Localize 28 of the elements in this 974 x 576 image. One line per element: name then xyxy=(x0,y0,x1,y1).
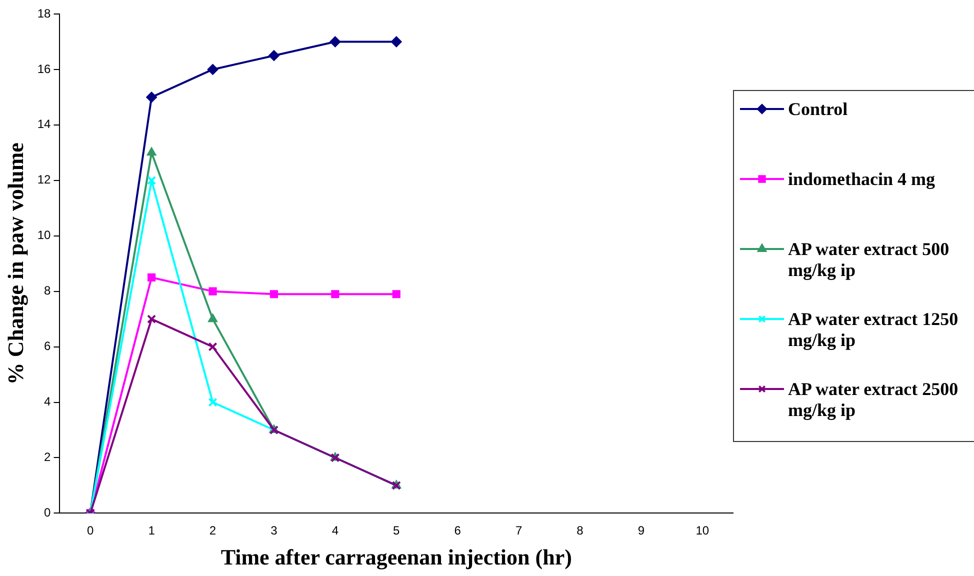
x-tick-label: 6 xyxy=(454,524,462,538)
y-tick-label: 18 xyxy=(37,6,52,20)
x-tick-label: 1 xyxy=(148,524,156,538)
y-tick-label: 12 xyxy=(37,172,52,187)
y-tick-label: 16 xyxy=(37,62,52,76)
x-axis-title: Time after carrageenan injection (hr) xyxy=(220,544,572,570)
y-tick-label: 2 xyxy=(44,450,52,464)
y-tick-label: 4 xyxy=(44,394,52,409)
y-tick-label: 10 xyxy=(37,228,52,242)
y-tick-label: 14 xyxy=(37,117,52,132)
legend-label: indomethacin 4 mg xyxy=(788,169,936,190)
legend-label: Control xyxy=(788,99,849,120)
y-tick-label: 6 xyxy=(44,339,52,354)
legend-label: AP water extract 500 mg/kg ip xyxy=(788,239,950,281)
y-tick-label: 8 xyxy=(44,284,52,298)
x-tick-label: 0 xyxy=(87,524,94,538)
x-tick-label: 10 xyxy=(696,524,710,538)
x-tick-label: 3 xyxy=(270,524,278,538)
x-tick-label: 4 xyxy=(332,524,339,538)
x-tick-label: 5 xyxy=(393,524,400,538)
y-tick-label: 0 xyxy=(44,506,52,520)
legend-label: AP water extract 1250 mg/kg ip xyxy=(788,309,960,351)
x-tick-label: 7 xyxy=(515,524,522,538)
x-tick-label: 9 xyxy=(638,524,645,538)
x-tick-label: 8 xyxy=(576,524,584,538)
x-tick-label: 2 xyxy=(209,524,216,538)
y-axis-title: % Change in paw volume xyxy=(2,142,28,385)
legend-label: AP water extract 2500 mg/kg ip xyxy=(788,379,960,421)
